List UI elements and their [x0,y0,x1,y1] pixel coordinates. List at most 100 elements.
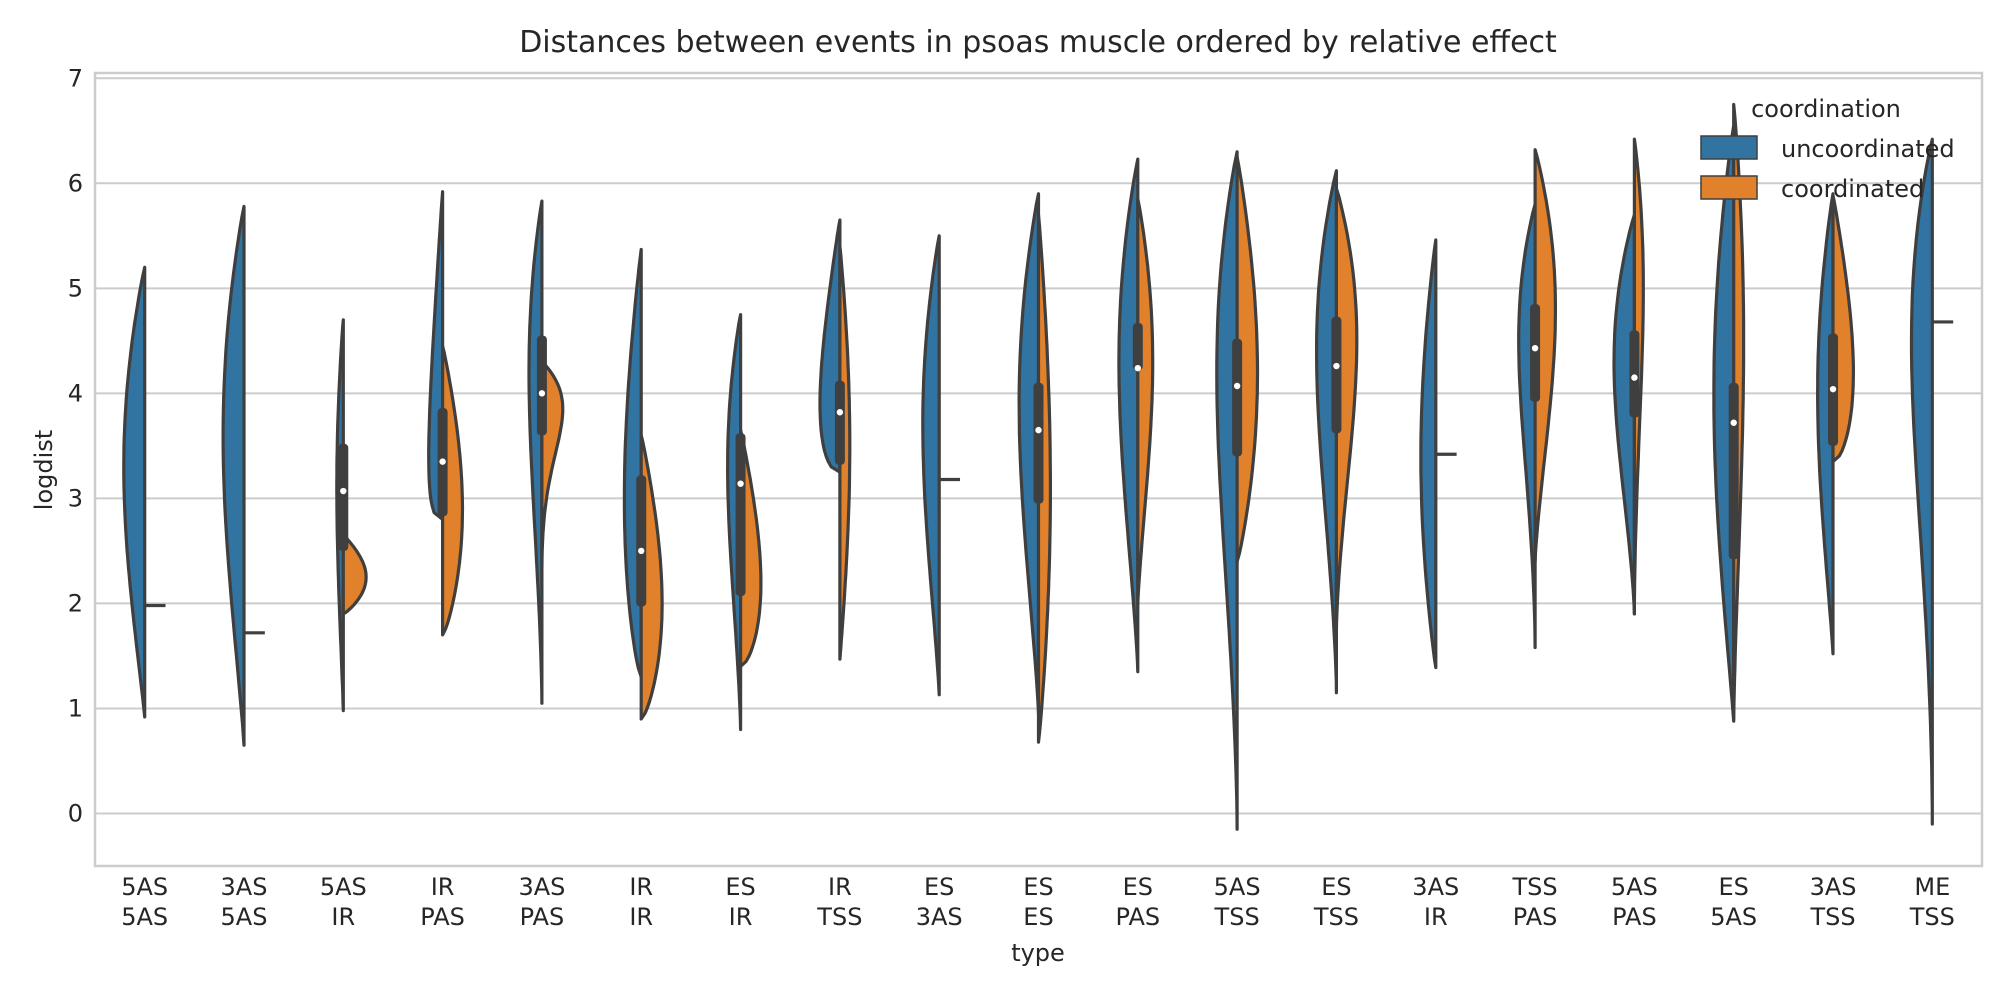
violin-group [1612,137,1645,616]
x-tick-label: 3AS TSS [1809,873,1856,931]
chart-title: Distances between events in psoas muscle… [519,25,1557,60]
violin-median-point [1730,419,1737,426]
legend-title: coordination [1751,95,1901,123]
violin-half-coordinated [1235,155,1260,563]
x-tick-label: 5AS 5AS [121,873,168,931]
violin-iqr-box [1629,330,1640,418]
x-tick-label: 5AS TSS [1214,873,1261,931]
violin-median-point [1531,344,1539,352]
y-tick-label: 1 [68,694,83,722]
violin-group [1315,169,1359,695]
violin-group [1215,150,1260,831]
x-tick-label: ES IR [725,873,755,931]
x-tick-label: 5AS PAS [1611,873,1658,931]
violin-median-point [538,390,546,397]
violin-half-coordinated [540,360,565,579]
violin-group [818,218,852,661]
x-tick-label: ES TSS [1313,873,1359,931]
violin-iqr-box [834,380,845,465]
violin-iqr-box [1033,382,1044,504]
violin-group [726,313,763,732]
violin-half-uncoordinated [1816,192,1835,656]
violin-half-coordinated [639,433,664,721]
tick-labels: 0 1 2 3 4 5 6 7 5AS 5AS 3AS 5AS 5AS IR IR PAS 3AS PAS IR IR… [68,64,1955,931]
violin-median-point [737,480,744,487]
violin-group [1816,192,1855,656]
violin-median-point [340,487,347,495]
legend-swatch-uncoordinated [1700,135,1758,160]
violin-half-coordinated [1831,194,1855,464]
x-tick-label: ES ES [1023,873,1053,931]
x-tick-label: ES 5AS [1710,873,1757,931]
violin-half-uncoordinated [221,204,246,747]
y-tick-label: 0 [68,799,83,827]
violin-iqr-box [735,433,746,597]
violin-half-coordinated [341,533,368,616]
x-tick-label: 3AS IR [1412,873,1459,931]
violin-half-coordinated [1136,197,1155,605]
violin-group [1712,102,1746,723]
legend: coordination uncoordinated coordinated [1700,95,1955,203]
y-tick-label: 3 [68,484,83,512]
x-tick-label: TSS PAS [1512,873,1558,931]
y-tick-label: 4 [68,379,83,407]
violin-half-uncoordinated [921,234,941,697]
x-tick-label: ES 3AS [916,873,963,931]
y-tick-label: 7 [68,64,83,92]
violin-iqr-box [1331,316,1342,434]
violin-half-coordinated [739,428,763,668]
x-tick-label: IR TSS [816,873,862,931]
violin-group [335,318,368,713]
y-tick-label: 2 [68,589,83,617]
violin-group [1909,137,1954,826]
violin-group [1017,192,1052,744]
violin-half-uncoordinated [1612,213,1636,616]
y-tick-label: 6 [68,169,83,197]
violin-half-uncoordinated [1315,169,1338,695]
violin-median-point [1333,362,1340,370]
x-tick-label: 5AS IR [320,873,367,931]
violin-half-coordinated [1036,213,1052,744]
violin-iqr-box [1728,382,1739,560]
violin-median-point [638,547,645,555]
legend-swatch-coordinated [1700,175,1758,200]
violin-half-uncoordinated [1419,238,1438,670]
violin-group [622,247,664,721]
violin-group [221,204,265,747]
violin-half-uncoordinated [122,265,147,719]
violin-median-point [836,409,844,416]
violin-half-uncoordinated [1017,192,1041,716]
violin-median-point [1631,374,1638,381]
violin-group [1517,148,1557,650]
violin-median-point [439,458,446,465]
y-tick-label: 5 [68,274,83,302]
violin-half-uncoordinated [1712,123,1736,723]
violin-group [527,199,565,705]
violin-median-point [1233,382,1241,390]
violin-half-coordinated [1533,148,1557,563]
violin-iqr-box [1530,304,1541,402]
violin-half-uncoordinated [726,313,743,732]
violin-iqr-box [1232,338,1243,457]
plot-frame [93,71,1984,868]
violins [122,102,1954,831]
violin-iqr-box [338,443,349,551]
legend-label-uncoordinated: uncoordinated [1781,135,1955,163]
violin-group [921,234,961,697]
violin-median-point [1134,364,1142,372]
violin-median-point [1829,385,1837,393]
violin-group [122,265,166,719]
x-tick-label: 3AS 5AS [221,873,268,931]
x-tick-label: IR IR [629,873,653,931]
x-tick-label: ES PAS [1116,873,1161,931]
violin-half-uncoordinated [1215,150,1239,831]
legend-label-coordinated: coordinated [1781,175,1924,203]
violin-iqr-box [536,335,547,436]
violin-iqr-box [1132,322,1143,371]
violin-group [427,190,465,637]
violin-half-uncoordinated [527,199,544,705]
x-tick-label: IR PAS [420,873,465,931]
violin-median-point [1035,426,1042,434]
